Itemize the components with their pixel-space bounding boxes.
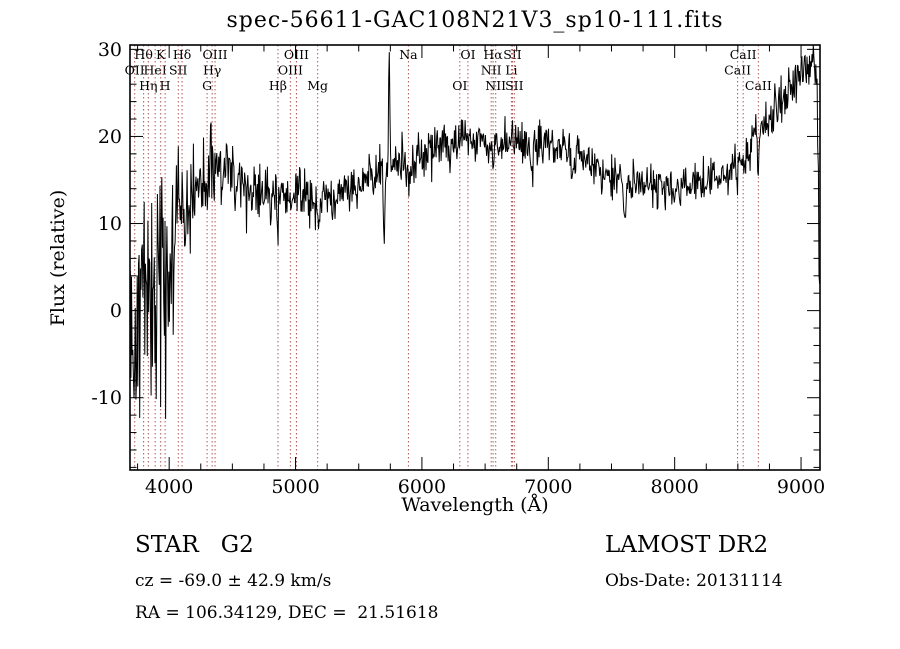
spectral-line-label: CaII: [724, 63, 751, 78]
spectral-line-label: OII: [125, 63, 145, 78]
spectral-line-label: HeI: [144, 63, 167, 78]
ra-dec-value: RA = 106.34129, DEC = 21.51618: [135, 603, 439, 623]
spectral-line-label: OI: [460, 47, 475, 62]
y-tick-label: 30: [98, 39, 122, 61]
x-axis-label: Wavelength (Å): [401, 494, 549, 516]
spectral-line-label: OIII: [203, 47, 228, 62]
spectral-line-label: OIII: [278, 63, 303, 78]
spectral-line-label: Mg: [307, 78, 328, 93]
obs-date: Obs-Date: 20131114: [605, 571, 783, 591]
spectral-line-label: OIII: [284, 47, 309, 62]
spectral-line-label: Hα: [483, 47, 503, 62]
spectral-line-label: H: [160, 78, 171, 93]
spectral-line-label: Hδ: [173, 47, 191, 62]
spectrum-line: [129, 44, 821, 419]
spectral-line-label: OI: [452, 78, 467, 93]
spectral-line-label: Na: [399, 47, 418, 62]
spectral-line-label: SII: [505, 78, 524, 93]
y-tick-label: 20: [98, 126, 122, 148]
spectral-line-label: Hη: [139, 78, 157, 93]
y-tick-label: 10: [98, 213, 122, 235]
x-tick-label: 9000: [777, 476, 825, 498]
spectral-line-label: SII: [503, 47, 522, 62]
x-tick-label: 7000: [524, 476, 572, 498]
cz-value: cz = -69.0 ± 42.9 km/s: [135, 571, 332, 591]
spectral-line-label: K: [156, 47, 166, 62]
spectral-line-label: CaII: [745, 78, 772, 93]
spectral-line-label: Hβ: [269, 78, 287, 93]
y-tick-label: -10: [91, 387, 122, 409]
x-tick-label: 5000: [271, 476, 319, 498]
x-tick-label: 6000: [398, 476, 446, 498]
x-tick-label: 8000: [650, 476, 698, 498]
y-tick-label: 0: [110, 300, 122, 322]
spectral-line-label: SII: [169, 63, 188, 78]
spectral-line-label: CaII: [730, 47, 757, 62]
page-title: spec-56611-GAC108N21V3_sp10-111.fits: [226, 8, 724, 33]
x-tick-label: 4000: [145, 476, 193, 498]
spectral-line-label: NII: [485, 78, 506, 93]
spectral-line-label: G: [202, 78, 212, 93]
spectral-line-label: Hγ: [203, 63, 221, 78]
plot-frame: [129, 44, 821, 471]
spectral-line-label: Li: [505, 63, 517, 78]
spectral-line-label: NII: [481, 63, 502, 78]
survey-label: LAMOST DR2: [605, 532, 769, 558]
object-class-label: STAR G2: [135, 532, 254, 558]
